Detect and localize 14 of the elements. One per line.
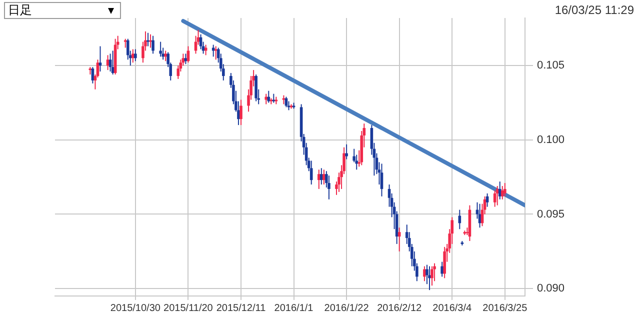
x-tick-label: 2015/12/11 bbox=[216, 302, 266, 314]
x-tick-label: 2016/1/1 bbox=[274, 302, 314, 314]
x-tick-label: 2016/3/4 bbox=[432, 302, 472, 314]
x-tick-label: 2016/2/12 bbox=[377, 302, 422, 314]
x-tick-label: 2015/11/20 bbox=[164, 302, 214, 314]
y-tick-label: 0.095 bbox=[537, 208, 565, 220]
y-tick-label: 0.090 bbox=[537, 282, 565, 295]
period-dropdown: 日足 bbox=[4, 2, 121, 19]
text: 16/03/25 11:29 bbox=[554, 3, 634, 17]
y-tick-label: 0.105 bbox=[537, 60, 565, 72]
x-tick-label: 2016/3/25 bbox=[482, 302, 528, 314]
y-tick-label: 0.100 bbox=[537, 134, 565, 146]
x-tick-label: 2015/10/30 bbox=[110, 302, 161, 314]
x-tick-label: 2016/1/22 bbox=[324, 302, 370, 314]
